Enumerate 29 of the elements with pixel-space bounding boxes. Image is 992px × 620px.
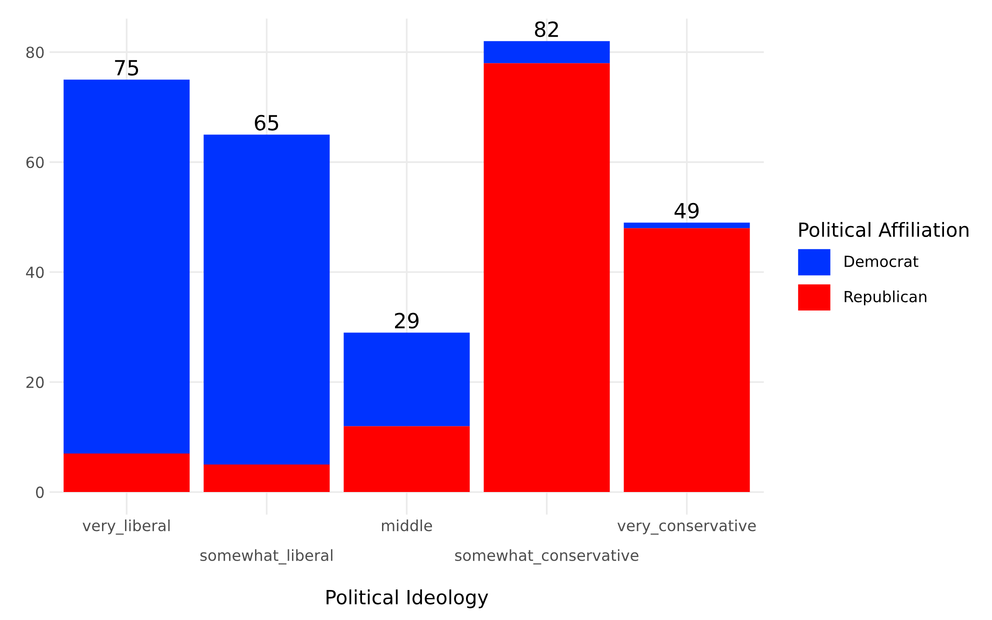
x-tick-label: very_conservative: [617, 519, 756, 535]
bar: [344, 332, 470, 426]
y-tick-label: 0: [36, 486, 44, 498]
legend-label: Democrat: [844, 256, 918, 268]
total-label: 49: [674, 202, 699, 219]
y-tick-label: 60: [26, 156, 44, 168]
x-tick-label: somewhat_conservative: [455, 549, 638, 564]
bar: [204, 464, 330, 492]
bar: [344, 426, 470, 492]
x-tick-label: middle: [382, 519, 432, 532]
bar: [64, 454, 190, 492]
bar: [484, 63, 610, 492]
legend-label: Republican: [844, 290, 926, 306]
total-label: 82: [534, 21, 558, 38]
x-tick-label: very_liberal: [82, 519, 170, 535]
x-axis-title: Political Ideology: [326, 589, 488, 608]
total-label: 65: [254, 114, 278, 131]
bar: [624, 228, 750, 492]
bar: [484, 41, 610, 64]
y-tick-label: 80: [26, 46, 44, 58]
bar: [204, 134, 330, 465]
x-tick-label: somewhat_liberal: [200, 549, 332, 564]
bar: [64, 80, 190, 454]
total-label: 29: [394, 312, 419, 329]
legend-title: Political Affiliation: [799, 222, 968, 238]
total-label: 75: [115, 60, 138, 76]
y-tick-label: 20: [26, 376, 44, 388]
bar: [624, 222, 750, 228]
y-tick-label: 40: [26, 266, 44, 278]
